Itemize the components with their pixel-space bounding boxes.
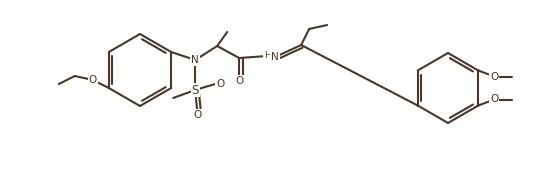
Text: N: N [271, 52, 279, 62]
Text: O: O [490, 95, 499, 104]
Text: S: S [192, 83, 199, 96]
Text: O: O [216, 79, 224, 89]
Text: O: O [89, 75, 97, 85]
Text: H: H [264, 51, 271, 61]
Text: N: N [191, 55, 199, 65]
Text: O: O [235, 76, 243, 86]
Text: O: O [490, 71, 499, 82]
Text: N: N [271, 52, 279, 62]
Text: O: O [193, 110, 201, 120]
